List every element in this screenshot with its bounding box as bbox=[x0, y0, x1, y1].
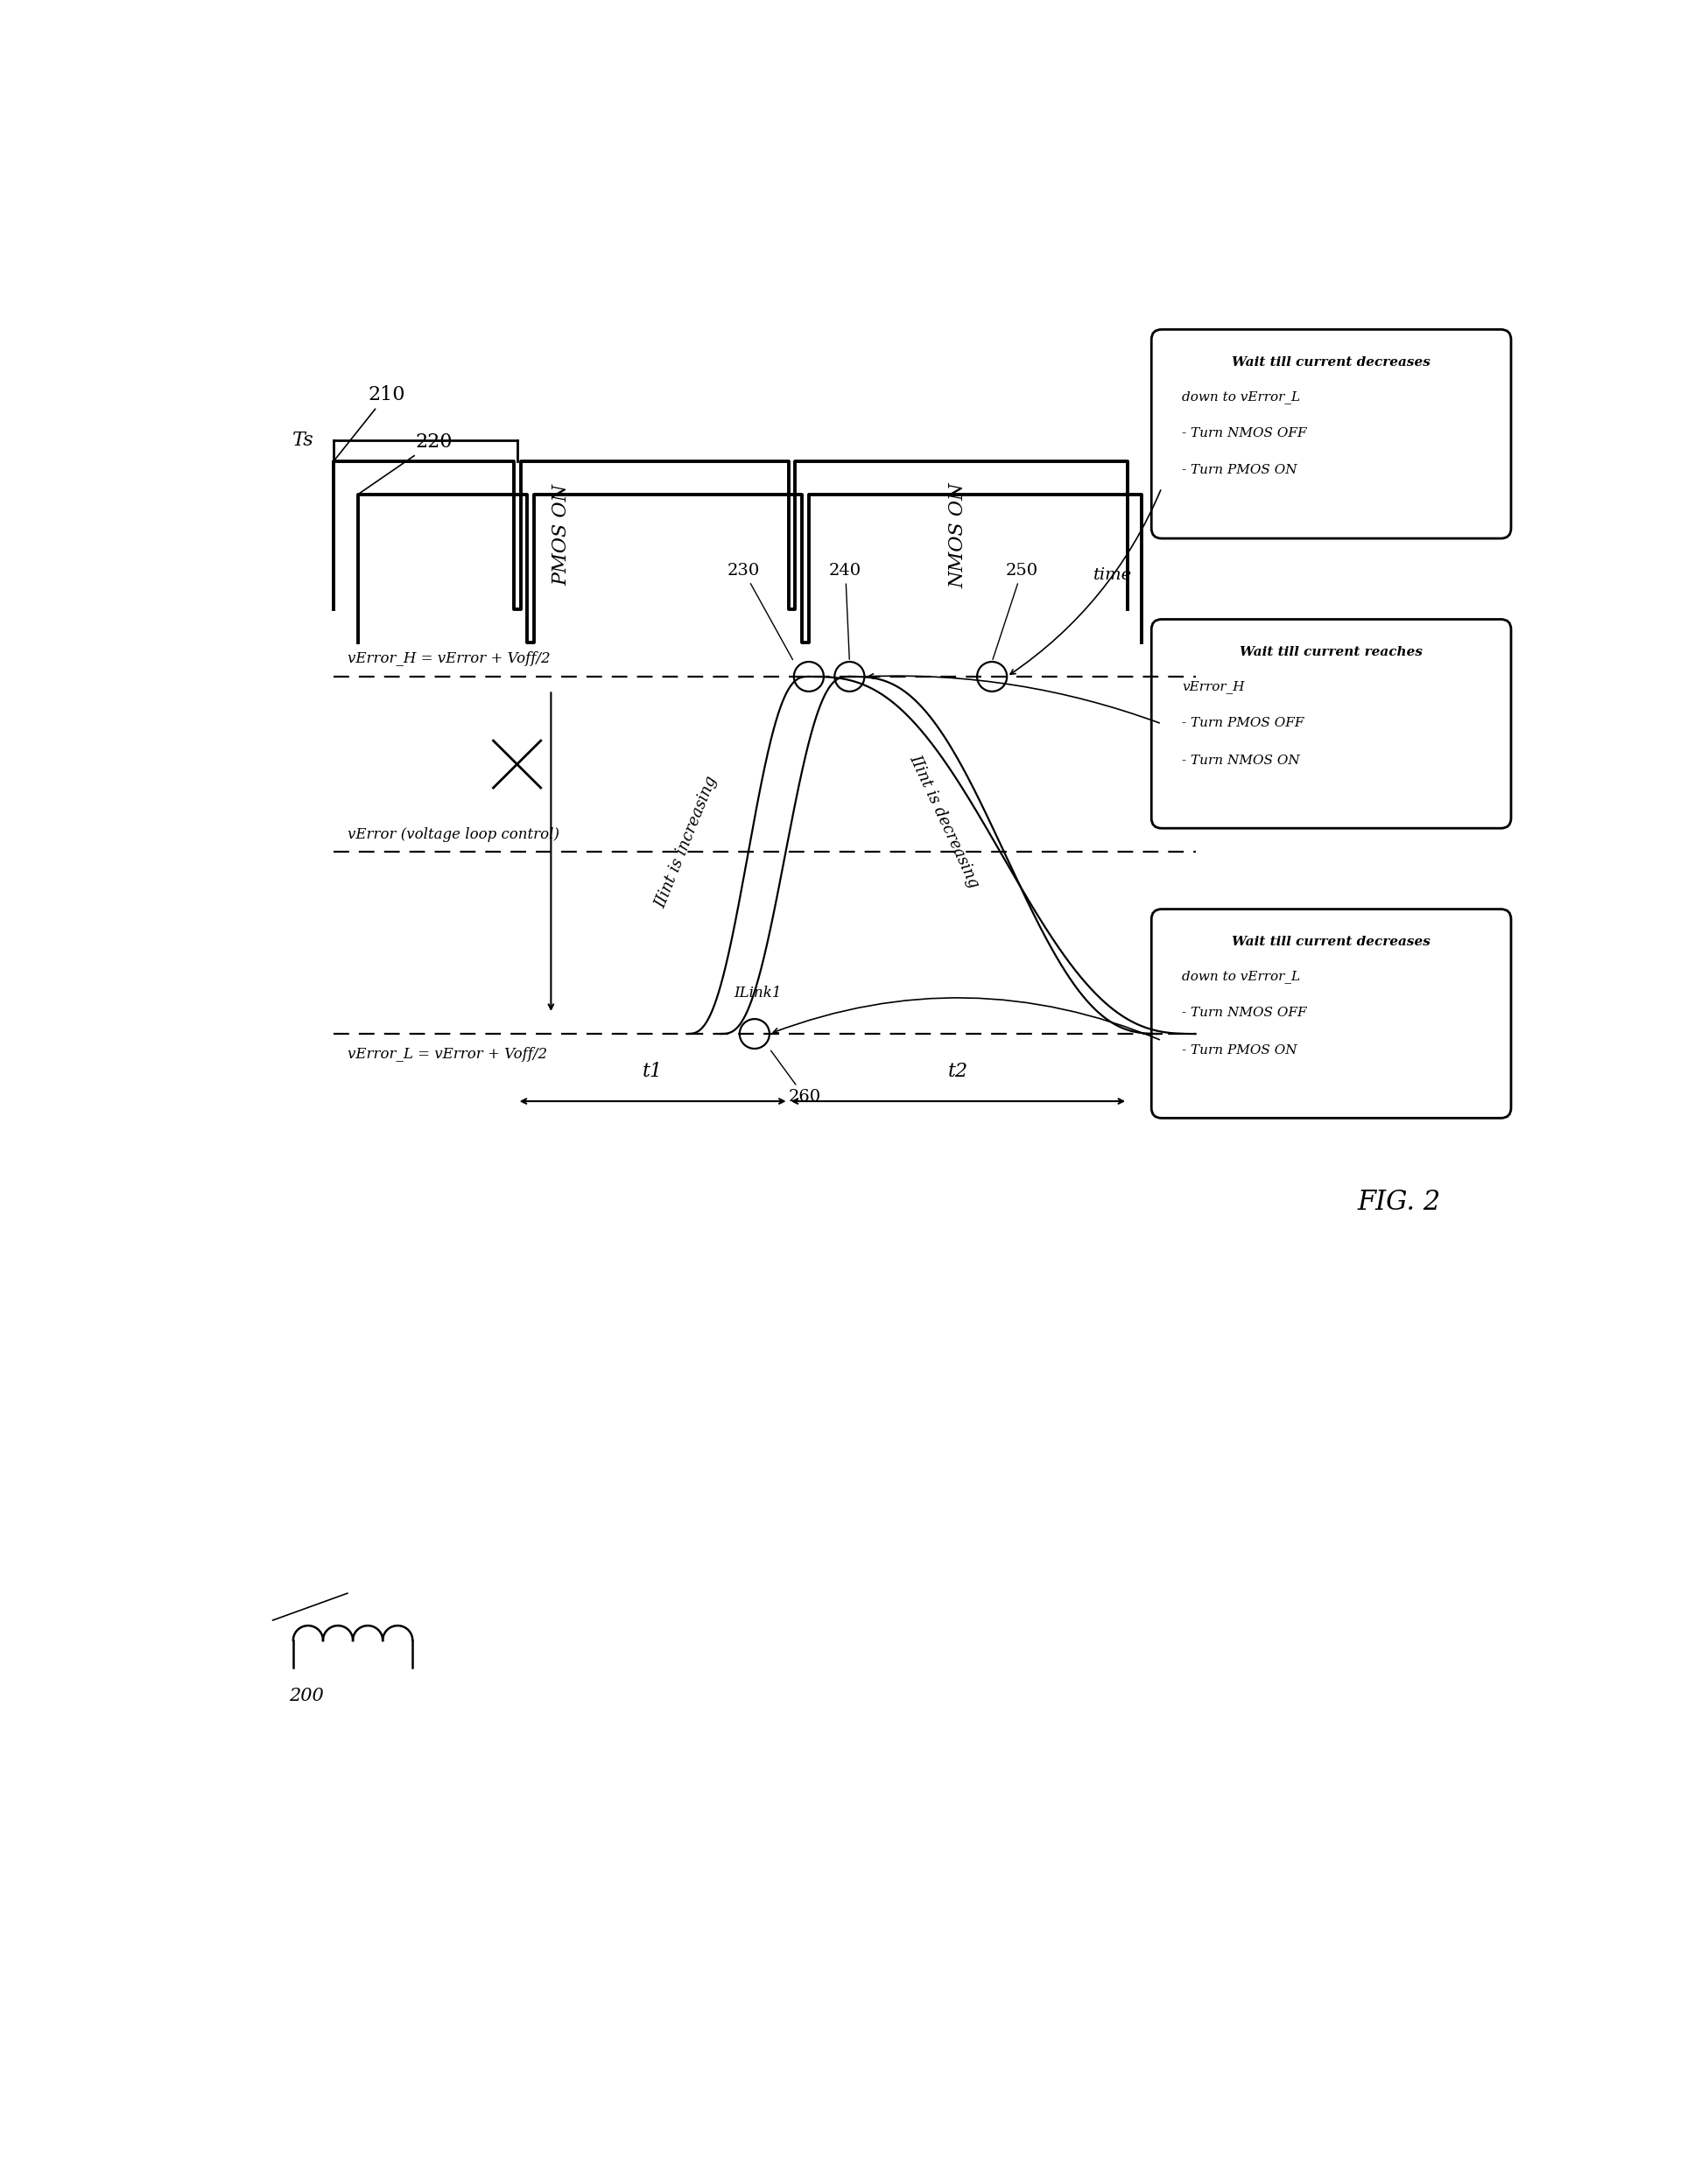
Text: vError (voltage loop control): vError (voltage loop control) bbox=[347, 828, 559, 841]
Text: Wait till current decreases: Wait till current decreases bbox=[1232, 356, 1430, 369]
Text: 210: 210 bbox=[335, 384, 405, 459]
Text: down to vError_L: down to vError_L bbox=[1182, 970, 1301, 983]
Text: - Turn PMOS OFF: - Turn PMOS OFF bbox=[1182, 716, 1304, 729]
Text: - Turn NMOS ON: - Turn NMOS ON bbox=[1182, 753, 1299, 767]
Text: - Turn PMOS ON: - Turn PMOS ON bbox=[1182, 1044, 1298, 1057]
Text: vError_H: vError_H bbox=[1182, 679, 1245, 692]
Text: 230: 230 bbox=[727, 563, 793, 660]
Text: down to vError_L: down to vError_L bbox=[1182, 391, 1301, 404]
Text: 250: 250 bbox=[993, 563, 1038, 660]
Text: 200: 200 bbox=[290, 1688, 324, 1704]
Text: PMOS ON: PMOS ON bbox=[552, 485, 571, 585]
Text: - Turn NMOS OFF: - Turn NMOS OFF bbox=[1182, 428, 1306, 439]
Text: Wait till current reaches: Wait till current reaches bbox=[1240, 646, 1423, 660]
Text: 240: 240 bbox=[828, 563, 862, 660]
Text: t2: t2 bbox=[949, 1061, 969, 1081]
Text: FIG. 2: FIG. 2 bbox=[1357, 1188, 1442, 1216]
Text: - Turn PMOS ON: - Turn PMOS ON bbox=[1182, 465, 1298, 476]
Text: vError_H = vError + Voff/2: vError_H = vError + Voff/2 bbox=[347, 651, 551, 666]
Text: Ts: Ts bbox=[291, 430, 313, 450]
Text: t1: t1 bbox=[642, 1061, 662, 1081]
Text: 220: 220 bbox=[359, 432, 452, 494]
Text: vError_L = vError + Voff/2: vError_L = vError + Voff/2 bbox=[347, 1048, 547, 1061]
FancyBboxPatch shape bbox=[1152, 330, 1511, 539]
Text: Wait till current decreases: Wait till current decreases bbox=[1232, 937, 1430, 948]
Text: - Turn NMOS OFF: - Turn NMOS OFF bbox=[1182, 1007, 1306, 1020]
Text: 260: 260 bbox=[771, 1051, 822, 1105]
Text: time: time bbox=[1094, 568, 1132, 583]
Text: IIint is increasing: IIint is increasing bbox=[652, 773, 720, 911]
Text: NMOS ON: NMOS ON bbox=[949, 483, 967, 587]
FancyBboxPatch shape bbox=[1152, 909, 1511, 1118]
Text: IIint is decreasing: IIint is decreasing bbox=[906, 753, 983, 891]
FancyBboxPatch shape bbox=[1152, 620, 1511, 828]
Text: ILink1: ILink1 bbox=[734, 985, 783, 1000]
